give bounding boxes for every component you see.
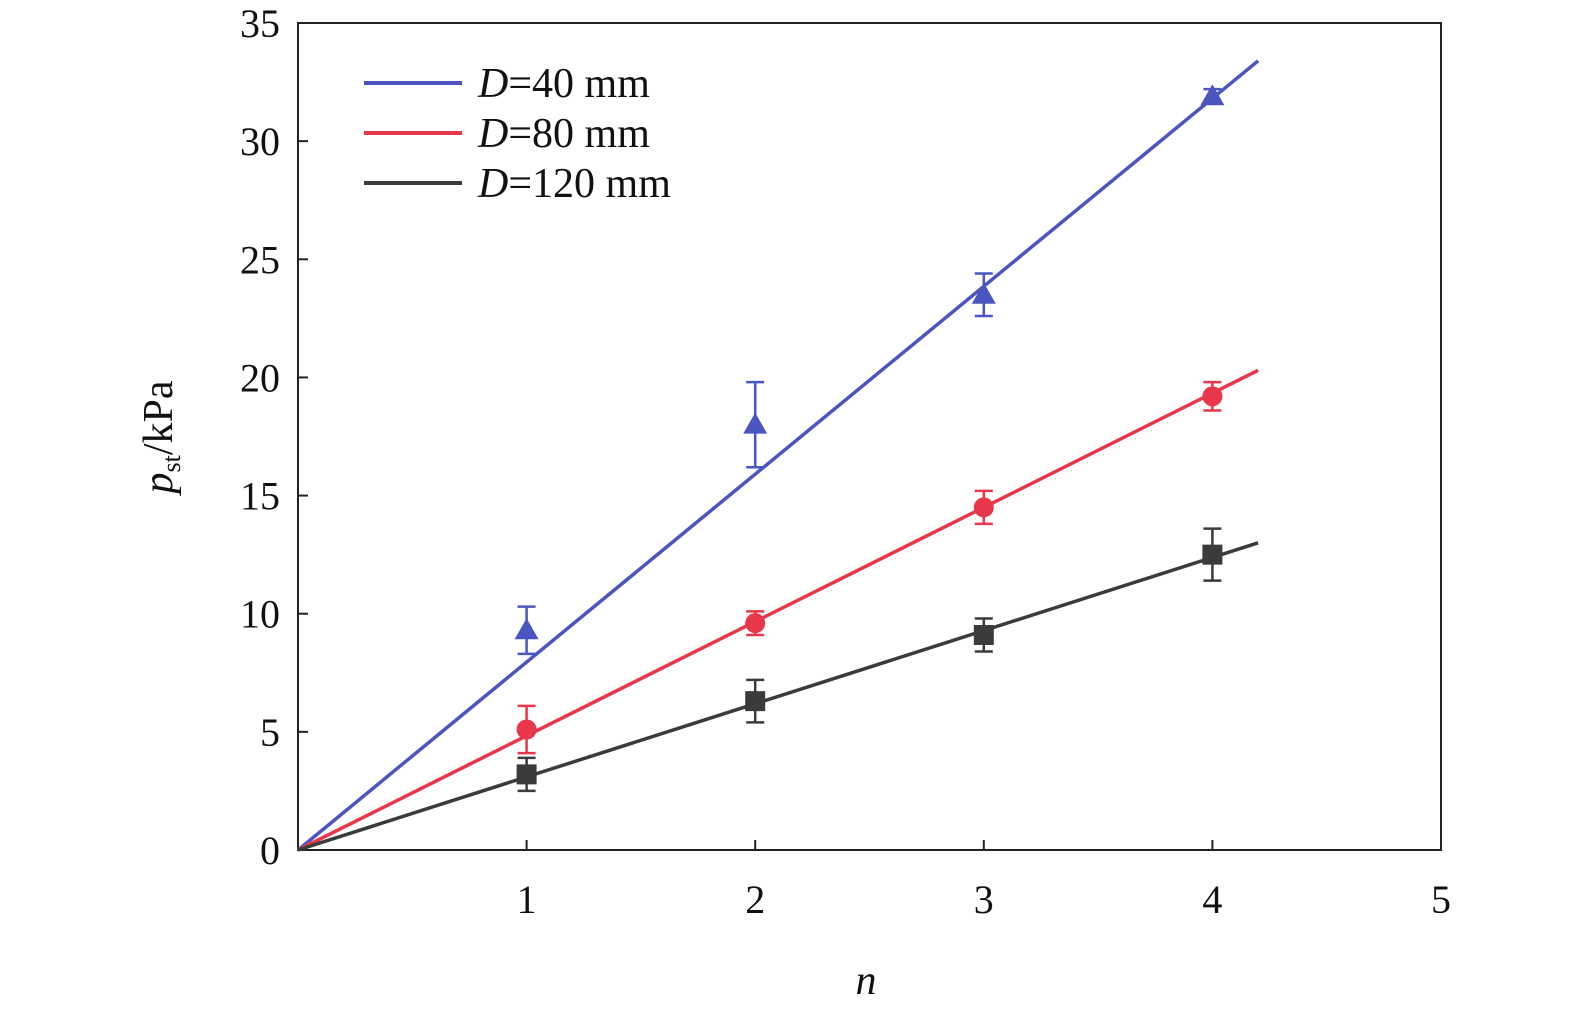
y-tick-label: 10	[240, 592, 280, 637]
fit-line-series-1	[297, 368, 1259, 852]
data-point-triangle	[514, 618, 539, 640]
fit-line-series-2	[297, 541, 1259, 852]
data-point-triangle	[1200, 84, 1225, 106]
data-point-circle	[745, 613, 766, 634]
markers	[514, 84, 1225, 785]
legend-label: D=40 mm	[477, 61, 650, 107]
y-tick-label: 20	[240, 355, 280, 400]
y-axis-title: pst/kPa	[136, 380, 186, 496]
x-tick-label: 5	[1431, 877, 1451, 922]
x-axis: 1 2 3 4 5	[517, 840, 1451, 922]
fit-line-series-0	[296, 59, 1260, 852]
data-point-square	[516, 764, 537, 785]
y-tick-label: 0	[260, 828, 280, 873]
x-tick-label: 1	[517, 877, 537, 922]
legend-entry: D=120 mm	[364, 161, 671, 207]
data-point-triangle	[971, 282, 996, 304]
data-point-square	[1202, 544, 1223, 565]
y-tick-label: 35	[240, 1, 280, 46]
data-point-circle	[973, 497, 994, 518]
data-point-square	[745, 691, 766, 712]
y-tick-label: 5	[260, 710, 280, 755]
legend-label: D=80 mm	[477, 111, 650, 157]
data-point-triangle	[743, 412, 768, 434]
x-tick-label: 3	[974, 877, 994, 922]
y-axis: 0 5 10 15 20 25 30 35	[240, 1, 308, 873]
y-tick-label: 15	[240, 474, 280, 519]
data-point-circle	[1202, 386, 1223, 407]
legend-label: D=120 mm	[477, 161, 671, 207]
y-tick-label: 25	[240, 237, 280, 282]
data-point-circle	[516, 719, 537, 740]
y-axis-title-main: p	[136, 473, 182, 497]
x-axis-title: n	[856, 958, 877, 1004]
x-tick-label: 2	[745, 877, 765, 922]
data-point-square	[973, 624, 994, 645]
legend-entry: D=40 mm	[364, 61, 650, 107]
legend: D=40 mmD=80 mmD=120 mm	[364, 61, 671, 207]
y-axis-title-sub: st	[157, 454, 186, 472]
fit-lines	[296, 59, 1260, 852]
x-tick-label: 4	[1202, 877, 1222, 922]
plot-frame	[297, 22, 1442, 851]
y-tick-label: 30	[240, 119, 280, 164]
legend-entry: D=80 mm	[364, 111, 650, 157]
y-axis-title-unit: /kPa	[136, 380, 182, 455]
